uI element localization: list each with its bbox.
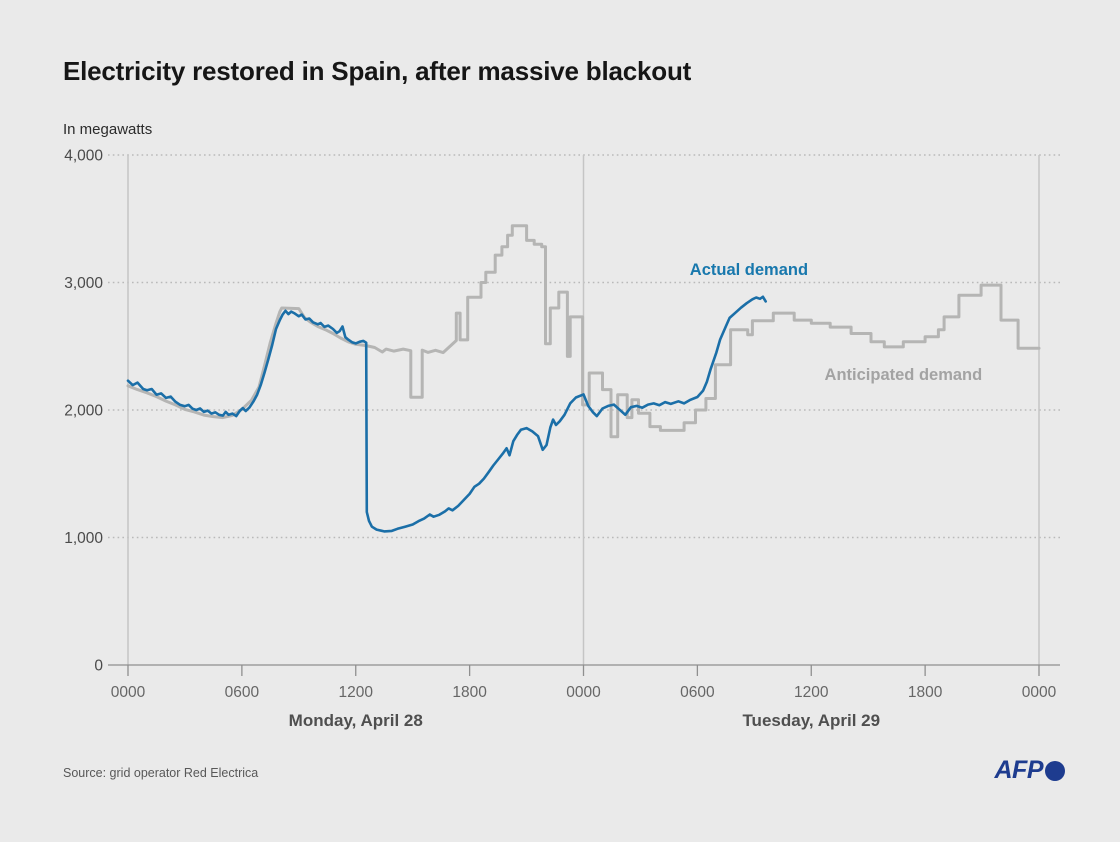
afp-logo-text: AFP bbox=[994, 755, 1044, 784]
x-tick-label: 0000 bbox=[111, 684, 146, 701]
series-anticipated-demand bbox=[126, 224, 1041, 439]
legend-label-actual-demand: Actual demand bbox=[690, 261, 808, 279]
source-credit: Source: grid operator Red Electrica bbox=[63, 766, 259, 780]
y-tick-label: 0 bbox=[94, 658, 103, 675]
day-label: Tuesday, April 29 bbox=[742, 711, 880, 730]
x-tick-label: 1800 bbox=[908, 684, 943, 701]
y-tick-label: 1,000 bbox=[64, 530, 103, 547]
x-tick-label: 1200 bbox=[794, 684, 829, 701]
x-tick-label: 0600 bbox=[680, 684, 715, 701]
x-tick-label: 0600 bbox=[225, 684, 260, 701]
x-tick-label: 1800 bbox=[452, 684, 487, 701]
x-tick-label: 0000 bbox=[566, 684, 601, 701]
legend-label-anticipated-demand: Anticipated demand bbox=[825, 366, 983, 384]
y-tick-label: 2,000 bbox=[64, 403, 103, 420]
afp-logo: AFP bbox=[994, 755, 1065, 784]
series-actual-demand bbox=[126, 295, 768, 533]
afp-logo-circle-icon bbox=[1045, 761, 1065, 781]
day-label: Monday, April 28 bbox=[289, 711, 423, 730]
x-tick-label: 0000 bbox=[1022, 684, 1057, 701]
page-title: Electricity restored in Spain, after mas… bbox=[63, 56, 692, 86]
x-tick-label: 1200 bbox=[339, 684, 374, 701]
y-tick-label: 4,000 bbox=[64, 148, 103, 165]
y-tick-label: 3,000 bbox=[64, 275, 103, 292]
y-axis-unit-label: In megawatts bbox=[63, 121, 153, 138]
